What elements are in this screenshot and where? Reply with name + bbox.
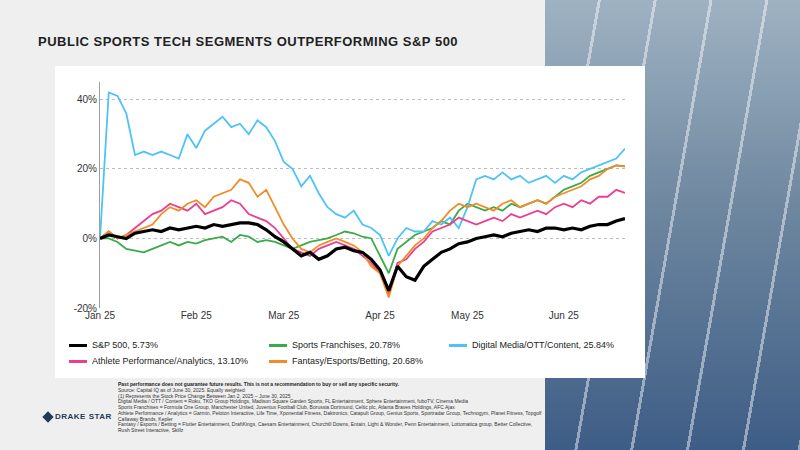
html-text:Digital Media / OTT / Content: Digital Media / OTT / Content = Roku, TK… <box>118 398 468 405</box>
html-text:Sports Franchises = Formula On: Sports Franchises = Formula One Group, M… <box>118 404 455 410</box>
html-text:(1) Represents the Stock Price: (1) Represents the Stock Price Change Be… <box>118 392 291 399</box>
html-text:S&P 500, 5.73%: S&P 500, 5.73% <box>92 340 158 350</box>
html-text:Sports Franchises, 20.78%: Sports Franchises, 20.78% <box>292 340 401 350</box>
svg-text:-20%: -20% <box>74 303 97 314</box>
svg-text:Jun 25: Jun 25 <box>549 310 579 321</box>
html-text:Source: Capital IQ as of June: Source: Capital IQ as of June 30, 2025. … <box>118 386 245 393</box>
svg-text:Apr 25: Apr 25 <box>365 310 395 321</box>
svg-text:May 25: May 25 <box>451 310 484 321</box>
svg-text:Mar 25: Mar 25 <box>268 310 300 321</box>
html-text:DRAKE STAR: DRAKE STAR <box>55 412 112 421</box>
svg-text:0%: 0% <box>83 233 98 244</box>
svg-text:20%: 20% <box>77 163 97 174</box>
html-text:PUBLIC SPORTS TECH SEGMENTS OU: PUBLIC SPORTS TECH SEGMENTS OUTPERFORMIN… <box>38 34 459 49</box>
html-text:Fantasy/Esports/Betting, 20.68: Fantasy/Esports/Betting, 20.68% <box>292 356 424 366</box>
html-text:Past performance does not guar: Past performance does not guarantee futu… <box>118 381 399 387</box>
svg-text:Feb 25: Feb 25 <box>181 310 213 321</box>
html-text:Fantasy / Esports / Betting =: Fantasy / Esports / Betting = Flutter En… <box>118 421 533 433</box>
html-text:Athlete Performance / Analytic: Athlete Performance / Analytics = Garmin… <box>118 409 542 422</box>
svg-text:40%: 40% <box>77 94 97 105</box>
html-text:Digital Media/OTT/Content, 25.: Digital Media/OTT/Content, 25.84% <box>472 340 615 350</box>
html-text:Athlete Performance/Analytics,: Athlete Performance/Analytics, 13.10% <box>92 356 249 366</box>
svg-text:Jan 25: Jan 25 <box>85 310 115 321</box>
